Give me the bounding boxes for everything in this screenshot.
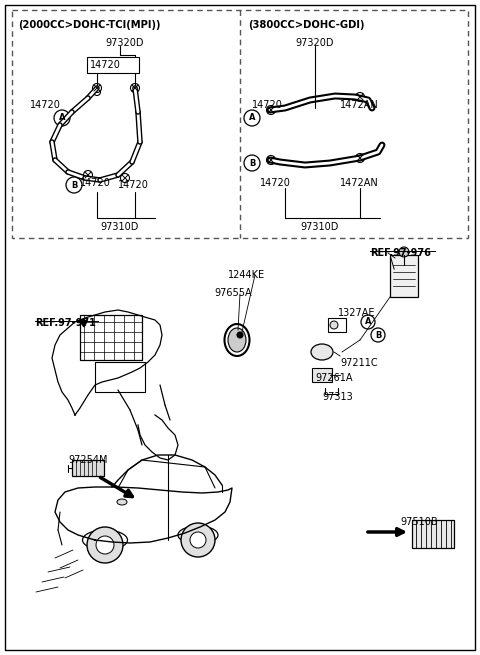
Bar <box>312 368 332 382</box>
Text: 97313: 97313 <box>322 392 353 402</box>
Text: 97320D: 97320D <box>295 38 334 48</box>
Text: 14720: 14720 <box>90 60 121 70</box>
Text: 14720: 14720 <box>118 180 149 190</box>
Text: 97510B: 97510B <box>400 517 438 527</box>
Circle shape <box>330 321 338 329</box>
Text: 97320D: 97320D <box>105 38 144 48</box>
Circle shape <box>266 155 276 164</box>
Text: 1327AE: 1327AE <box>338 308 375 318</box>
Ellipse shape <box>228 328 246 352</box>
Ellipse shape <box>117 499 127 505</box>
Bar <box>80 315 142 360</box>
Bar <box>87 57 139 73</box>
Circle shape <box>84 170 93 179</box>
Text: B: B <box>249 159 255 168</box>
Text: 1244KE: 1244KE <box>228 270 265 280</box>
Text: 14720: 14720 <box>80 178 111 188</box>
Circle shape <box>266 105 276 115</box>
Text: 97310D: 97310D <box>100 222 138 232</box>
Text: B: B <box>375 331 381 339</box>
Circle shape <box>356 92 364 102</box>
Bar <box>72 460 104 476</box>
Text: A: A <box>59 113 65 122</box>
Text: 97261A: 97261A <box>315 373 352 383</box>
Text: 97655A: 97655A <box>214 288 252 298</box>
Text: A: A <box>249 113 255 122</box>
Text: 97211C: 97211C <box>340 358 378 368</box>
Circle shape <box>237 332 243 338</box>
Text: 14720: 14720 <box>252 100 283 110</box>
Text: 97254M: 97254M <box>68 455 108 465</box>
Text: REF.97-971: REF.97-971 <box>35 318 96 328</box>
Circle shape <box>181 523 215 557</box>
Text: 97310D: 97310D <box>300 222 338 232</box>
Circle shape <box>120 174 130 183</box>
Bar <box>328 318 346 332</box>
Circle shape <box>399 247 409 257</box>
Text: 1472AN: 1472AN <box>340 100 379 110</box>
Circle shape <box>87 527 123 563</box>
Circle shape <box>131 83 140 92</box>
Bar <box>412 520 454 548</box>
Bar <box>12 10 468 238</box>
Circle shape <box>356 153 364 162</box>
Ellipse shape <box>225 324 250 356</box>
Text: (3800CC>DOHC-GDI): (3800CC>DOHC-GDI) <box>248 20 364 30</box>
Bar <box>390 255 418 297</box>
Circle shape <box>190 532 206 548</box>
Text: 14720: 14720 <box>260 178 291 188</box>
Ellipse shape <box>311 344 333 360</box>
Text: A: A <box>365 318 371 326</box>
Circle shape <box>93 83 101 92</box>
Bar <box>95 362 145 392</box>
Text: (2000CC>DOHC-TCI(MPI)): (2000CC>DOHC-TCI(MPI)) <box>18 20 160 30</box>
Text: REF.97-976: REF.97-976 <box>370 248 431 258</box>
Text: B: B <box>71 181 77 189</box>
Circle shape <box>96 536 114 554</box>
Text: 14720: 14720 <box>30 100 61 110</box>
Text: 1472AN: 1472AN <box>340 178 379 188</box>
